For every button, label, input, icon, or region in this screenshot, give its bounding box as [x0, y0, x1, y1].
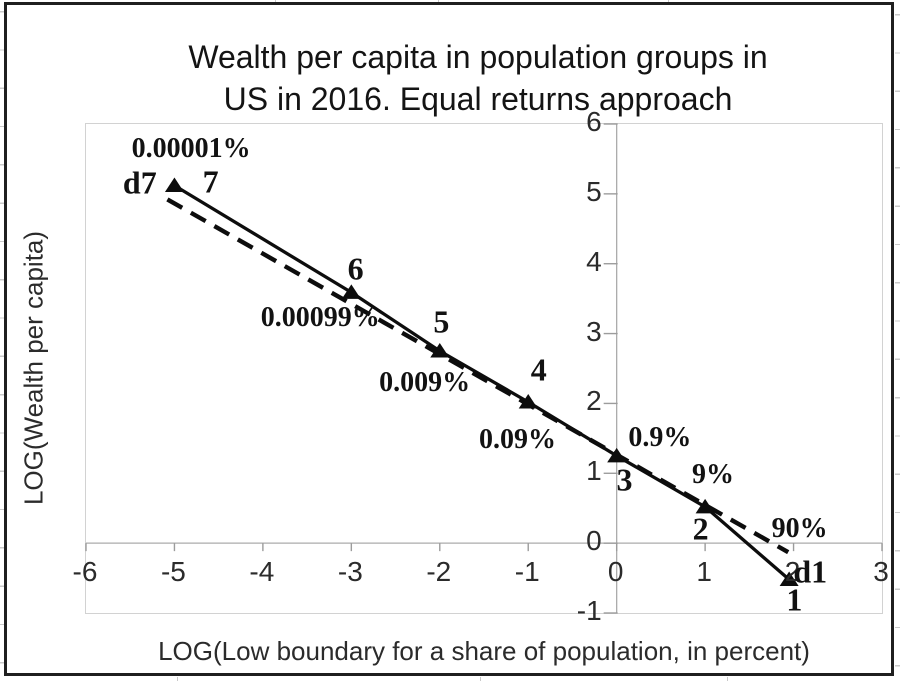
x-tick-label: 1 — [696, 556, 712, 587]
x-tick-label: -4 — [249, 556, 275, 587]
chart-title: Wealth per capita in population groups i… — [80, 36, 876, 120]
x-tick-label: 3 — [873, 556, 889, 587]
triangle-marker — [695, 498, 715, 514]
data-label: 0.00001% — [131, 132, 251, 164]
x-tick-label: -2 — [426, 556, 452, 587]
data-label: 7 — [202, 163, 219, 200]
triangle-marker — [430, 343, 450, 358]
sheet-colline — [480, 677, 481, 681]
y-tick-label: 3 — [586, 315, 602, 347]
triangle-marker — [341, 284, 361, 299]
y-tick-label: 5 — [586, 175, 602, 207]
x-tick-label: -5 — [160, 556, 186, 587]
data-label: 90% — [771, 512, 828, 544]
sheet-colline — [668, 0, 669, 2]
sheet-colline — [727, 677, 728, 681]
data-label: 9% — [691, 459, 734, 491]
x-tick-label: -1 — [514, 556, 540, 587]
data-label: 6 — [347, 250, 364, 287]
line-chart-svg — [85, 123, 883, 614]
x-tick-label: -3 — [337, 556, 363, 587]
data-label: d7 — [122, 164, 157, 201]
sheet-colline — [438, 0, 439, 2]
sheet-colline — [275, 0, 276, 2]
data-label: 5 — [433, 303, 450, 340]
data-label: 0.00099% — [260, 301, 380, 333]
data-label: 3 — [616, 461, 633, 498]
data-label: 4 — [530, 351, 547, 388]
data-label: 1 — [786, 581, 803, 618]
data-label: 0.09% — [478, 424, 556, 456]
chart-title-line1: Wealth per capita in population groups i… — [188, 39, 768, 75]
sheet-rowlines-left — [0, 0, 4, 681]
plot-area — [85, 123, 883, 614]
data-label: 0.9% — [628, 422, 692, 454]
triangle-marker — [607, 447, 627, 463]
y-tick-label: 6 — [586, 106, 602, 137]
x-tick-label: 0 — [607, 556, 624, 587]
y-axis-title: LOG(Wealth per capita) — [18, 230, 49, 506]
x-tick-label: 2 — [784, 556, 801, 587]
sheet-rowlines-right — [895, 0, 900, 681]
triangle-marker — [518, 394, 538, 409]
y-tick-label: 4 — [586, 245, 602, 277]
data-label: 2 — [692, 510, 709, 547]
data-label: d1 — [793, 553, 828, 590]
x-tick-label: -6 — [72, 556, 98, 587]
chart-title-line2: US in 2016. Equal returns approach — [223, 81, 733, 117]
y-tick-label: 0 — [586, 525, 602, 557]
y-tick-label: 1 — [586, 455, 602, 487]
y-tick-label: -1 — [576, 595, 602, 626]
triangle-marker — [779, 571, 799, 586]
sheet-colline — [177, 677, 178, 681]
triangle-marker — [164, 177, 184, 192]
data-label: 0.009% — [379, 366, 471, 398]
x-axis-title: LOG(Low boundary for a share of populati… — [158, 636, 810, 666]
y-tick-label: 2 — [586, 385, 602, 417]
